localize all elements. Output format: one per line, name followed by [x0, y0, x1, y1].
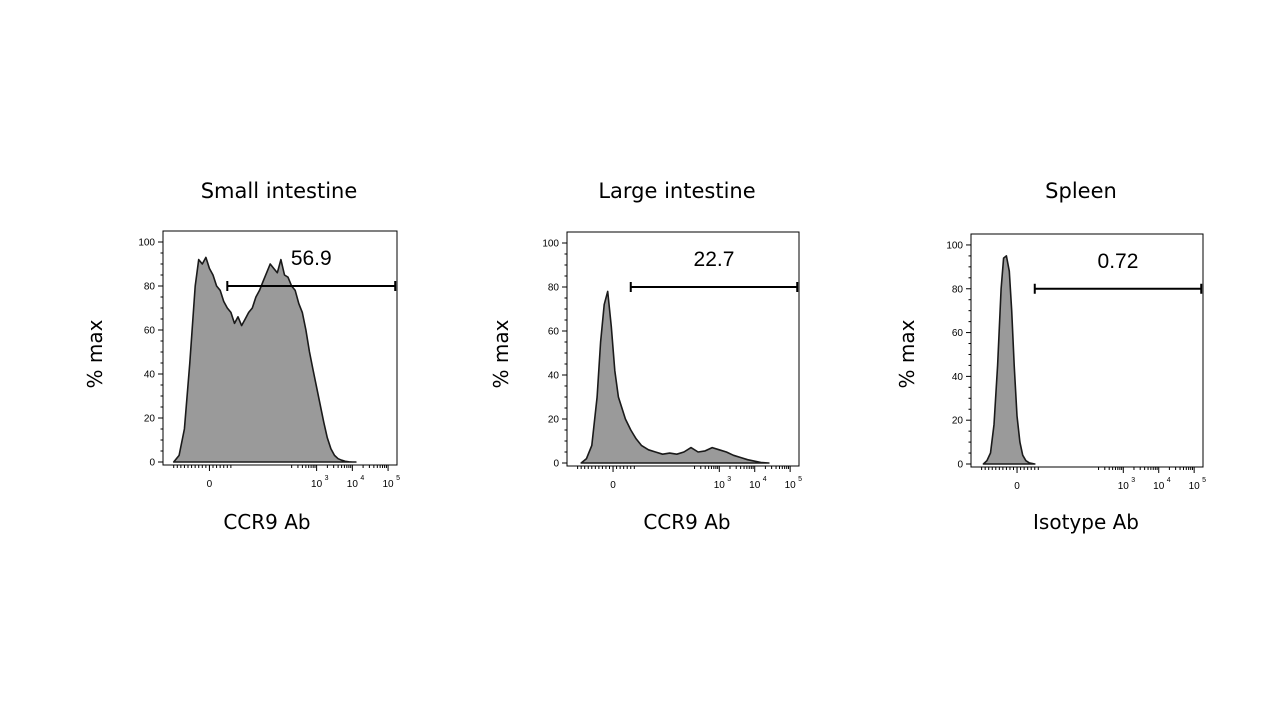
plot-frame: [970, 233, 1204, 468]
y-axis-label: % max: [489, 319, 513, 388]
y-tick-label: 80: [144, 282, 156, 293]
x-tick-exponent: 3: [1131, 477, 1135, 484]
x-tick-exponent: 3: [727, 476, 731, 483]
x-tick-exponent: 3: [325, 475, 329, 482]
panel-title: Spleen: [1045, 179, 1117, 203]
x-axis-label: CCR9 Ab: [223, 510, 310, 534]
x-tick-exponent: 4: [1167, 477, 1171, 484]
y-axis-label: % max: [83, 319, 107, 388]
y-tick-label: 20: [144, 414, 156, 425]
y-tick-label: 40: [548, 371, 560, 382]
x-tick-label: 0: [610, 480, 616, 491]
histogram-series: [172, 256, 357, 463]
x-tick-label: 10: [1153, 481, 1165, 492]
gate-percentage-label: 0.72: [1098, 250, 1139, 273]
y-tick-label: 40: [952, 372, 964, 383]
panel-small-intestine: Small intestine % max CCR9 Ab 0204060801…: [83, 179, 400, 534]
y-tick-label: 20: [952, 416, 964, 427]
x-axis-label: Isotype Ab: [1033, 510, 1139, 534]
x-tick-exponent: 4: [360, 475, 364, 482]
histogram-series: [982, 255, 1036, 465]
x-tick-label: 10: [383, 479, 395, 490]
panel-title: Large intestine: [598, 179, 755, 203]
x-tick-label: 0: [1014, 481, 1020, 492]
x-tick-label: 10: [785, 480, 797, 491]
x-tick-label: 10: [311, 479, 323, 490]
y-tick-label: 20: [548, 415, 560, 426]
x-tick-label: 0: [207, 479, 213, 490]
gate-percentage-label: 56.9: [291, 247, 332, 270]
x-tick-label: 10: [714, 480, 726, 491]
x-tick-exponent: 5: [1202, 477, 1206, 484]
x-tick-label: 10: [347, 479, 359, 490]
panel-large-intestine: Large intestine % max CCR9 Ab 0204060801…: [489, 179, 802, 534]
x-tick-exponent: 5: [798, 476, 802, 483]
y-tick-label: 0: [553, 459, 559, 470]
gate-percentage-label: 22.7: [694, 248, 735, 271]
y-tick-label: 80: [952, 284, 964, 295]
y-tick-label: 0: [957, 460, 963, 471]
y-tick-label: 80: [548, 283, 560, 294]
x-tick-label: 10: [749, 480, 761, 491]
y-tick-label: 0: [149, 458, 155, 469]
y-tick-label: 40: [144, 370, 156, 381]
y-tick-label: 100: [138, 238, 155, 249]
plot-frame: [566, 231, 800, 467]
plot-frame: [162, 230, 398, 466]
y-tick-label: 60: [952, 328, 964, 339]
x-tick-label: 10: [1189, 481, 1201, 492]
y-axis-label: % max: [895, 319, 919, 388]
y-tick-label: 100: [542, 239, 559, 250]
y-tick-label: 60: [144, 326, 156, 337]
y-tick-label: 60: [548, 327, 560, 338]
x-tick-label: 10: [1118, 481, 1130, 492]
panel-title: Small intestine: [201, 179, 358, 203]
x-axis-label: CCR9 Ab: [643, 510, 730, 534]
x-tick-exponent: 5: [396, 475, 400, 482]
histogram-series: [580, 290, 770, 464]
x-tick-exponent: 4: [763, 476, 767, 483]
y-tick-label: 100: [946, 240, 963, 251]
